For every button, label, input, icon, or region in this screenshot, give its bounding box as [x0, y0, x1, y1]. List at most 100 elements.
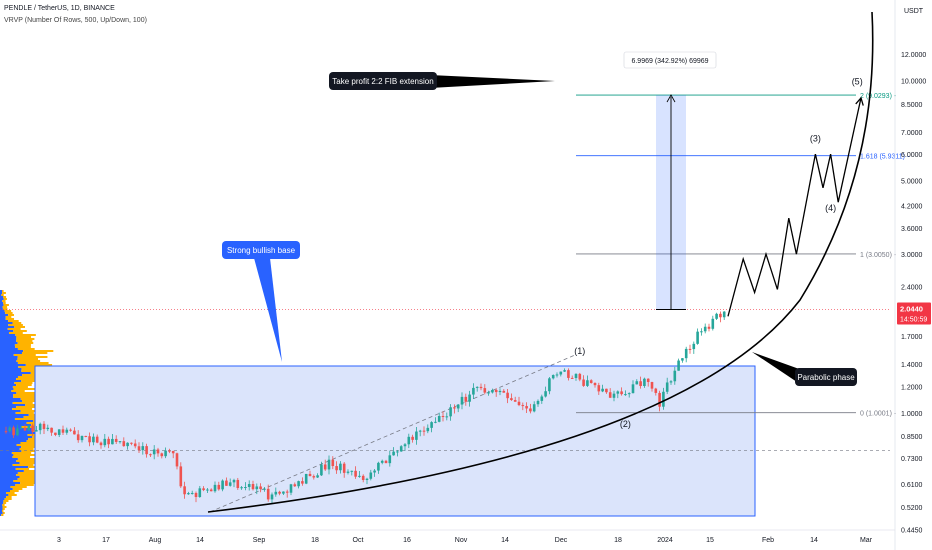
wave-label: (3) [810, 133, 821, 143]
candle-body [540, 396, 544, 401]
volume-bar-down [4, 498, 12, 500]
volume-bar-up [0, 296, 4, 298]
volume-bar-up [0, 374, 23, 376]
candle-body [65, 429, 69, 433]
volume-bar-down [21, 380, 44, 382]
candle-body [266, 488, 270, 500]
volume-bar-down [14, 326, 25, 328]
projection-arrow-head [855, 96, 864, 106]
x-tick-label: Oct [353, 537, 364, 544]
fib-label: 2 (9.0293) - [860, 93, 897, 100]
candle-body [643, 378, 646, 387]
volume-bar-up [0, 386, 13, 388]
candle-body [301, 481, 304, 484]
candle-body [346, 471, 350, 473]
candle-body [635, 381, 639, 385]
volume-bar-down [13, 330, 27, 332]
x-tick-label: 3 [57, 537, 61, 544]
candle-body [308, 473, 312, 477]
volume-bar-up [0, 342, 18, 344]
volume-bar-down [16, 336, 32, 338]
fib-label: 0 (1.0001) - [860, 411, 897, 418]
volume-bar-down [13, 388, 38, 390]
volume-bar-down [8, 332, 23, 334]
volume-bar-up [0, 328, 8, 330]
volume-bar-up [0, 324, 9, 326]
y-tick-label: 8.5000 [901, 102, 923, 109]
candle-body [84, 435, 88, 437]
volume-bar-up [0, 448, 20, 450]
current-price: 2.0440 [900, 305, 923, 314]
candle-body [57, 429, 61, 435]
wave-label: (1) [574, 346, 585, 356]
volume-bar-down [1, 294, 4, 296]
y-axis: USDT 12.0000 10.0000 8.5000 7.0000 6.0000 5.00… [894, 0, 931, 550]
candle-body [42, 423, 46, 430]
volume-bar-down [6, 496, 12, 498]
candle-body [418, 430, 422, 432]
volume-bar-up [0, 510, 3, 512]
candle-body [4, 431, 8, 433]
candle-body [700, 331, 703, 333]
parabolic-callout-box [795, 368, 857, 386]
candle-body [331, 459, 335, 467]
volume-bar-up [0, 378, 17, 380]
candle-body [213, 484, 217, 492]
candle-body [99, 442, 103, 446]
volume-bar-down [25, 404, 43, 406]
volume-bar-up [0, 394, 14, 396]
candle-body [107, 438, 110, 445]
y-tick-label: 0.4450 [901, 528, 923, 535]
volume-bar-down [1, 514, 4, 516]
volume-bar-down [12, 386, 28, 388]
volume-bar-down [12, 402, 33, 404]
candle-body [232, 479, 236, 483]
volume-bar-up [0, 442, 21, 444]
candle-body [361, 475, 365, 481]
volume-bar-up [0, 474, 17, 476]
candle-body [612, 393, 616, 398]
price-badge [897, 302, 931, 325]
volume-bar-up [0, 508, 3, 510]
x-tick-label: Feb [762, 537, 774, 544]
volume-bar-up [0, 452, 12, 454]
x-tick-label: 15 [706, 537, 714, 544]
candle-body [624, 394, 627, 396]
candle-body [297, 481, 300, 487]
candle-body [498, 390, 502, 393]
candle-body [567, 370, 570, 378]
candle-body [536, 400, 540, 405]
volume-bar-down [8, 494, 17, 496]
x-tick-label: 14 [196, 537, 204, 544]
candle-body [103, 438, 107, 446]
candle-body [631, 384, 635, 394]
volume-bar-up [0, 468, 16, 470]
volume-bar-up [0, 504, 3, 506]
volume-bar-up [0, 392, 17, 394]
volume-bar-down [3, 500, 9, 502]
volume-bar-down [13, 394, 36, 396]
volume-bar-up [0, 308, 3, 310]
candle-body [240, 487, 243, 489]
candle-body [589, 380, 593, 383]
volume-bar-down [2, 308, 8, 310]
volume-bar-down [7, 328, 21, 330]
candle-body [688, 348, 692, 350]
candle-body [54, 432, 57, 435]
volume-bar-up [0, 316, 6, 318]
candle-body [133, 443, 137, 447]
candles [4, 310, 726, 504]
volume-bar-up [0, 412, 16, 414]
candle-body [76, 434, 80, 441]
x-tick-label: 2024 [657, 537, 673, 544]
volume-bar-up [0, 496, 7, 498]
measure-arrow-head [666, 94, 676, 103]
candle-body [126, 442, 129, 447]
volume-bar-up [0, 460, 17, 462]
volume-bar-down [17, 342, 34, 344]
volume-bar-down [22, 352, 48, 354]
candle-body [217, 484, 221, 490]
volume-bar-down [21, 446, 40, 448]
candle-body [422, 430, 426, 432]
wave-label: (2) [620, 419, 631, 429]
